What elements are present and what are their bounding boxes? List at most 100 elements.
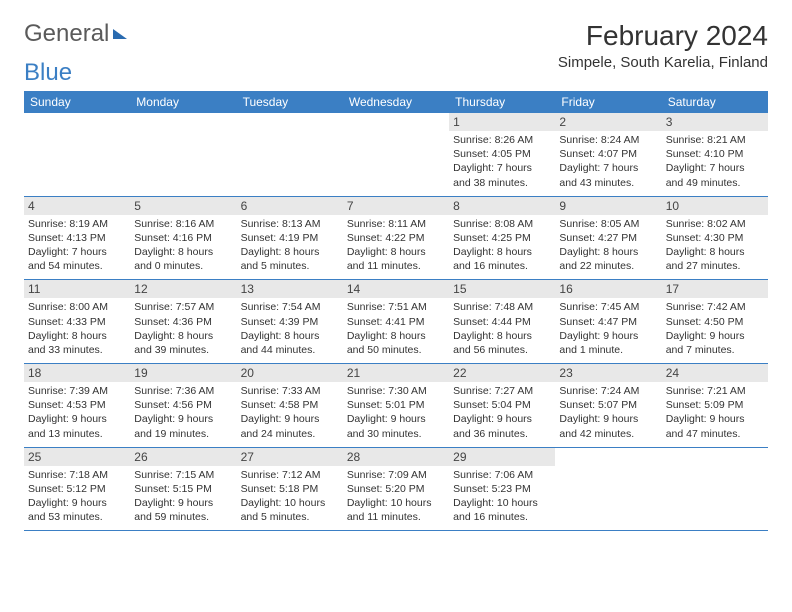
day-cell [130,113,236,196]
daylight-line1: Daylight: 8 hours [453,245,551,259]
day-cell [662,448,768,531]
daylight-line1: Daylight: 8 hours [28,329,126,343]
day-number: 22 [449,364,555,382]
day-cell [24,113,130,196]
sunset: Sunset: 4:56 PM [134,398,232,412]
sunrise: Sunrise: 7:51 AM [347,300,445,314]
sunset: Sunset: 4:07 PM [559,147,657,161]
daylight-line2: and 22 minutes. [559,259,657,273]
daylight-line2: and 53 minutes. [28,510,126,524]
day-cell: 2Sunrise: 8:24 AMSunset: 4:07 PMDaylight… [555,113,661,196]
day-cell: 22Sunrise: 7:27 AMSunset: 5:04 PMDayligh… [449,364,555,447]
sunrise: Sunrise: 7:39 AM [28,384,126,398]
day-number: 14 [343,280,449,298]
sunset: Sunset: 5:01 PM [347,398,445,412]
sunset: Sunset: 4:30 PM [666,231,764,245]
day-number: 5 [130,197,236,215]
month-title: February 2024 [558,20,768,52]
sunset: Sunset: 4:10 PM [666,147,764,161]
week-row: 11Sunrise: 8:00 AMSunset: 4:33 PMDayligh… [24,280,768,364]
daylight-line1: Daylight: 10 hours [241,496,339,510]
day-header: Monday [130,91,236,113]
sunrise: Sunrise: 8:26 AM [453,133,551,147]
daylight-line2: and 5 minutes. [241,510,339,524]
daylight-line1: Daylight: 9 hours [559,329,657,343]
sunset: Sunset: 4:41 PM [347,315,445,329]
day-number: 16 [555,280,661,298]
day-cell: 20Sunrise: 7:33 AMSunset: 4:58 PMDayligh… [237,364,343,447]
day-cell: 21Sunrise: 7:30 AMSunset: 5:01 PMDayligh… [343,364,449,447]
sunrise: Sunrise: 8:21 AM [666,133,764,147]
sunrise: Sunrise: 7:48 AM [453,300,551,314]
sunrise: Sunrise: 8:19 AM [28,217,126,231]
day-info: Sunrise: 8:00 AMSunset: 4:33 PMDaylight:… [28,300,126,357]
sunset: Sunset: 4:05 PM [453,147,551,161]
daylight-line2: and 11 minutes. [347,510,445,524]
day-cell: 7Sunrise: 8:11 AMSunset: 4:22 PMDaylight… [343,197,449,280]
sunrise: Sunrise: 8:00 AM [28,300,126,314]
day-number: 6 [237,197,343,215]
weeks-container: 1Sunrise: 8:26 AMSunset: 4:05 PMDaylight… [24,113,768,531]
day-cell: 6Sunrise: 8:13 AMSunset: 4:19 PMDaylight… [237,197,343,280]
sunrise: Sunrise: 7:54 AM [241,300,339,314]
sunset: Sunset: 5:15 PM [134,482,232,496]
day-info: Sunrise: 8:02 AMSunset: 4:30 PMDaylight:… [666,217,764,274]
sunset: Sunset: 5:23 PM [453,482,551,496]
week-row: 4Sunrise: 8:19 AMSunset: 4:13 PMDaylight… [24,197,768,281]
daylight-line1: Daylight: 9 hours [28,496,126,510]
day-cell: 11Sunrise: 8:00 AMSunset: 4:33 PMDayligh… [24,280,130,363]
day-info: Sunrise: 7:06 AMSunset: 5:23 PMDaylight:… [453,468,551,525]
day-cell: 14Sunrise: 7:51 AMSunset: 4:41 PMDayligh… [343,280,449,363]
day-info: Sunrise: 7:15 AMSunset: 5:15 PMDaylight:… [134,468,232,525]
day-number: 1 [449,113,555,131]
sunrise: Sunrise: 7:09 AM [347,468,445,482]
daylight-line2: and 54 minutes. [28,259,126,273]
day-number: 3 [662,113,768,131]
daylight-line1: Daylight: 9 hours [134,412,232,426]
sunset: Sunset: 5:20 PM [347,482,445,496]
day-number: 20 [237,364,343,382]
sunset: Sunset: 4:58 PM [241,398,339,412]
sunset: Sunset: 4:19 PM [241,231,339,245]
daylight-line2: and 30 minutes. [347,427,445,441]
sunrise: Sunrise: 7:45 AM [559,300,657,314]
sunrise: Sunrise: 7:24 AM [559,384,657,398]
day-number: 17 [662,280,768,298]
daylight-line2: and 49 minutes. [666,176,764,190]
day-cell: 15Sunrise: 7:48 AMSunset: 4:44 PMDayligh… [449,280,555,363]
day-cell: 16 Sunrise: 7:45 AMSunset: 4:47 PMDayligh… [555,280,661,363]
sunrise: Sunrise: 7:15 AM [134,468,232,482]
day-info: Sunrise: 7:39 AMSunset: 4:53 PMDaylight:… [28,384,126,441]
daylight-line1: Daylight: 8 hours [453,329,551,343]
daylight-line1: Daylight: 8 hours [134,329,232,343]
day-number: 8 [449,197,555,215]
day-cell: 8 Sunrise: 8:08 AMSunset: 4:25 PMDaylight… [449,197,555,280]
daylight-line1: Daylight: 9 hours [28,412,126,426]
day-header: Saturday [662,91,768,113]
sunset: Sunset: 4:27 PM [559,231,657,245]
sunset: Sunset: 4:53 PM [28,398,126,412]
day-info: Sunrise: 7:42 AMSunset: 4:50 PMDaylight:… [666,300,764,357]
daylight-line1: Daylight: 7 hours [453,161,551,175]
sunrise: Sunrise: 7:30 AM [347,384,445,398]
week-row: 1 Sunrise: 8:26 AMSunset: 4:05 PMDaylight… [24,113,768,197]
sunset: Sunset: 5:09 PM [666,398,764,412]
sunset: Sunset: 5:12 PM [28,482,126,496]
day-info: Sunrise: 7:54 AMSunset: 4:39 PMDaylight:… [241,300,339,357]
sunset: Sunset: 4:44 PM [453,315,551,329]
sunset: Sunset: 4:36 PM [134,315,232,329]
day-number: 4 [24,197,130,215]
day-number: 2 [555,113,661,131]
sunset: Sunset: 4:47 PM [559,315,657,329]
day-number: 26 [130,448,236,466]
sunrise: Sunrise: 7:57 AM [134,300,232,314]
day-cell: 17 Sunrise: 7:42 AMSunset: 4:50 PMDayligh… [662,280,768,363]
day-cell: 24Sunrise: 7:21 AMSunset: 5:09 PMDayligh… [662,364,768,447]
day-header: Sunday [24,91,130,113]
sunset: Sunset: 4:50 PM [666,315,764,329]
sunrise: Sunrise: 8:08 AM [453,217,551,231]
logo-text-general: General [24,20,109,48]
daylight-line1: Daylight: 9 hours [241,412,339,426]
day-info: Sunrise: 8:08 AMSunset: 4:25 PMDaylight:… [453,217,551,274]
daylight-line2: and 50 minutes. [347,343,445,357]
